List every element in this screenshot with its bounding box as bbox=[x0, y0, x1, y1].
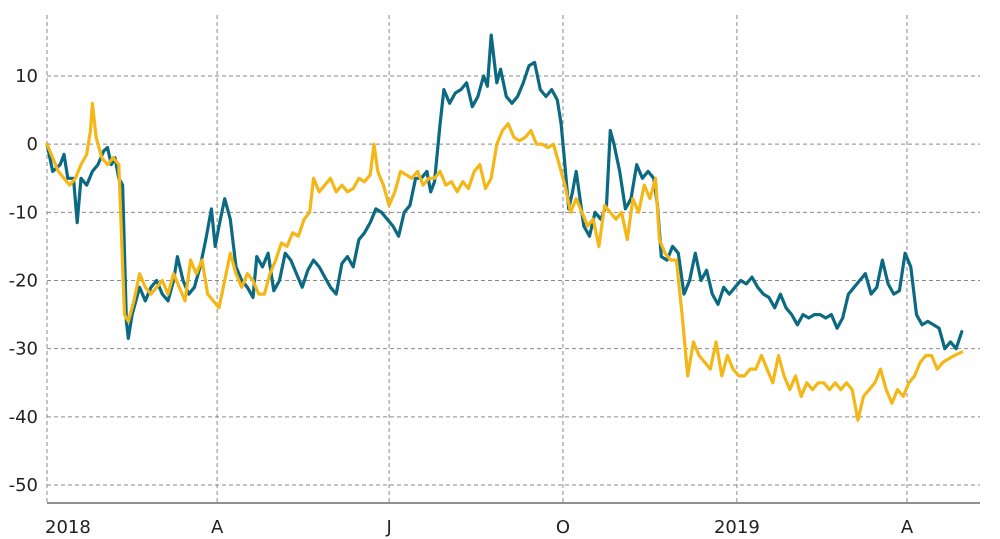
x-tick-label: O bbox=[556, 517, 570, 538]
y-tick-label: -30 bbox=[9, 339, 38, 360]
tick-labels: 10 0 -10 -20 -30 -40 -50 2018 A J O 2019 A bbox=[9, 66, 914, 538]
x-tick-label: 2018 bbox=[45, 517, 91, 538]
y-tick-label: 0 bbox=[27, 134, 38, 155]
grid bbox=[46, 15, 980, 503]
series-lines bbox=[45, 33, 964, 422]
series-line-2 bbox=[45, 101, 964, 422]
y-tick-label: -40 bbox=[9, 407, 38, 428]
y-tick-label: 10 bbox=[15, 66, 38, 87]
y-tick-label: -50 bbox=[9, 475, 38, 496]
x-tick-label: A bbox=[211, 517, 224, 538]
y-tick-label: -20 bbox=[9, 271, 38, 292]
x-tick-label: J bbox=[385, 517, 391, 538]
y-tick-label: -10 bbox=[9, 202, 38, 223]
x-tick-label: 2019 bbox=[714, 517, 760, 538]
x-tick-label: A bbox=[901, 517, 914, 538]
